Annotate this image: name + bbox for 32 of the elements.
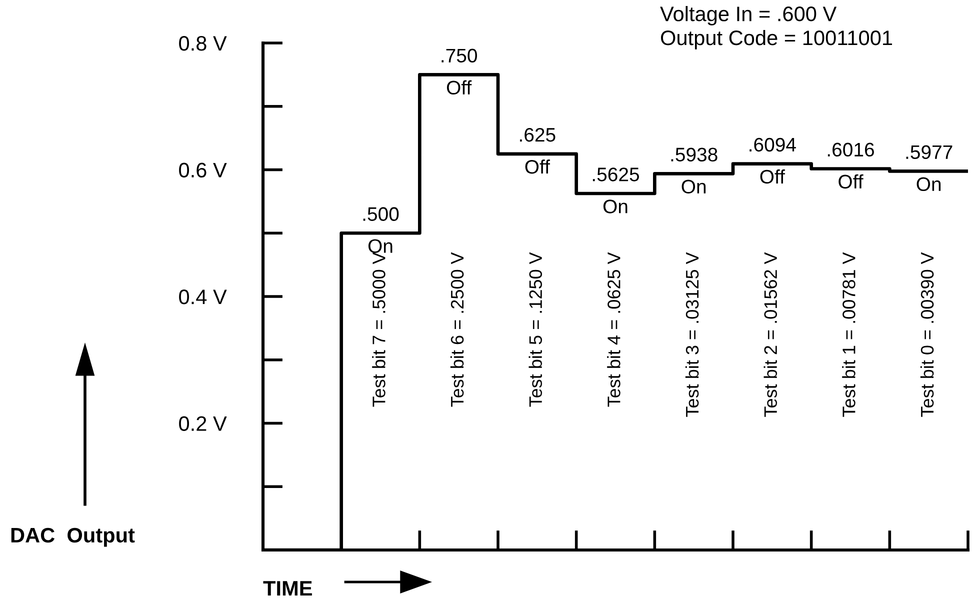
- annotation: Test bit 5 = .1250 V: [528, 252, 542, 407]
- annotation: Off: [838, 174, 864, 189]
- data-label: .5938: [671, 148, 718, 162]
- y-tick-label: 0.2 V: [179, 416, 227, 432]
- text: Voltage In = .600 V: [660, 6, 837, 26]
- annotation: Off: [760, 169, 785, 184]
- annotation: Output Code = 10011001: [660, 30, 892, 50]
- y-axis-title: DAC Output: [11, 528, 135, 547]
- y-tick-label: 0.6 V: [179, 162, 227, 178]
- data-label: .500: [363, 207, 399, 221]
- data-label: .750: [442, 48, 477, 63]
- annotation: Test bit 6 = .2500 V: [450, 252, 464, 407]
- annotation: Off: [446, 80, 472, 95]
- annotation: Test bit 1 = .00781 V: [842, 252, 856, 417]
- data-label: .6094: [750, 138, 796, 152]
- annotation: Test bit 2 = .01562 V: [764, 252, 778, 417]
- annotation: On: [916, 177, 941, 192]
- annotation: Test bit 0 = .00390 V: [920, 252, 934, 417]
- data-label: .6016: [828, 142, 874, 157]
- data-label: .5625: [592, 168, 640, 182]
- annotation: Off: [525, 159, 550, 174]
- annotation: Test bit 3 = .03125 V: [685, 252, 699, 417]
- x-axis-title: TIME: [263, 581, 312, 596]
- data-label: .625: [520, 128, 556, 142]
- data-label: .5977: [906, 145, 952, 160]
- annotation: On: [368, 239, 392, 253]
- annotation: On: [603, 200, 628, 214]
- y-tick-label: 0.8 V: [179, 36, 227, 51]
- annotation: On: [682, 180, 706, 194]
- y-tick-label: 0.4 V: [179, 290, 227, 304]
- annotation: Test bit 7 = .5000 V: [372, 252, 386, 407]
- annotation: Test bit 4 = .0625 V: [607, 252, 620, 407]
